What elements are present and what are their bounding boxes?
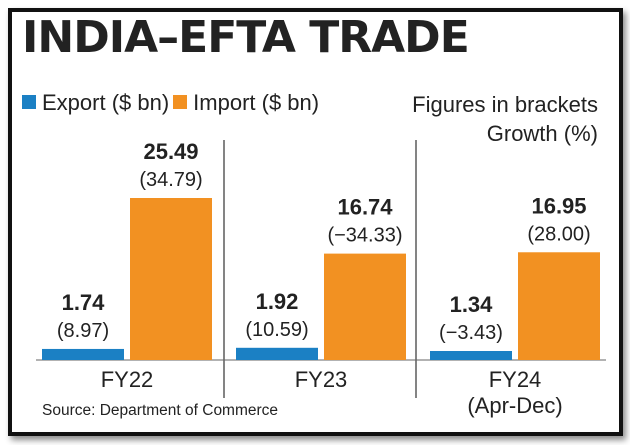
growth-note-line-2: Growth (%) — [486, 121, 598, 146]
growth-label-export-fy22: (8.97) — [57, 320, 109, 342]
legend-label-import: Import ($ bn) — [193, 90, 320, 115]
legend-swatch-export — [22, 95, 36, 110]
x-tick-label-fy24: FY24 — [489, 367, 542, 392]
growth-note-line-1: Figures in brackets — [412, 92, 598, 117]
growth-label-import-fy22: (34.79) — [139, 169, 202, 191]
bar-export-fy22 — [42, 348, 124, 360]
x-tick-sublabel-fy24: (Apr-Dec) — [467, 393, 562, 418]
growth-label-export-fy23: (10.59) — [245, 319, 308, 341]
value-label-import-fy24: 16.95 — [531, 193, 586, 218]
source-note: Source: Department of Commerce — [42, 402, 279, 419]
bar-export-fy23 — [236, 347, 318, 360]
chart-frame — [8, 8, 623, 436]
legend-swatch-import — [173, 95, 188, 110]
value-label-import-fy23: 16.74 — [337, 195, 393, 220]
value-label-export-fy23: 1.92 — [256, 289, 299, 314]
legend-item-import: Import ($ bn) — [173, 90, 319, 115]
legend-label-export: Export ($ bn) — [42, 90, 170, 115]
x-tick-label-fy22: FY22 — [101, 367, 154, 392]
growth-note: Figures in brackets Growth (%) — [412, 90, 598, 148]
bar-export-fy24 — [430, 351, 512, 360]
x-tick-label-fy23: FY23 — [295, 367, 348, 392]
value-label-export-fy22: 1.74 — [62, 290, 106, 315]
value-label-export-fy24: 1.34 — [450, 292, 494, 317]
growth-label-export-fy24: (−3.43) — [439, 322, 503, 344]
legend-item-export: Export ($ bn) — [22, 90, 169, 115]
bar-import-fy24 — [518, 252, 600, 360]
bar-import-fy22 — [130, 198, 212, 360]
chart-title: INDIA–EFTA TRADE — [22, 12, 470, 63]
legend: Export ($ bn) Import ($ bn) — [22, 90, 323, 116]
growth-label-import-fy24: (28.00) — [527, 223, 590, 245]
bar-import-fy23 — [324, 253, 406, 360]
value-label-import-fy22: 25.49 — [143, 139, 198, 164]
growth-label-import-fy23: (−34.33) — [327, 225, 402, 247]
